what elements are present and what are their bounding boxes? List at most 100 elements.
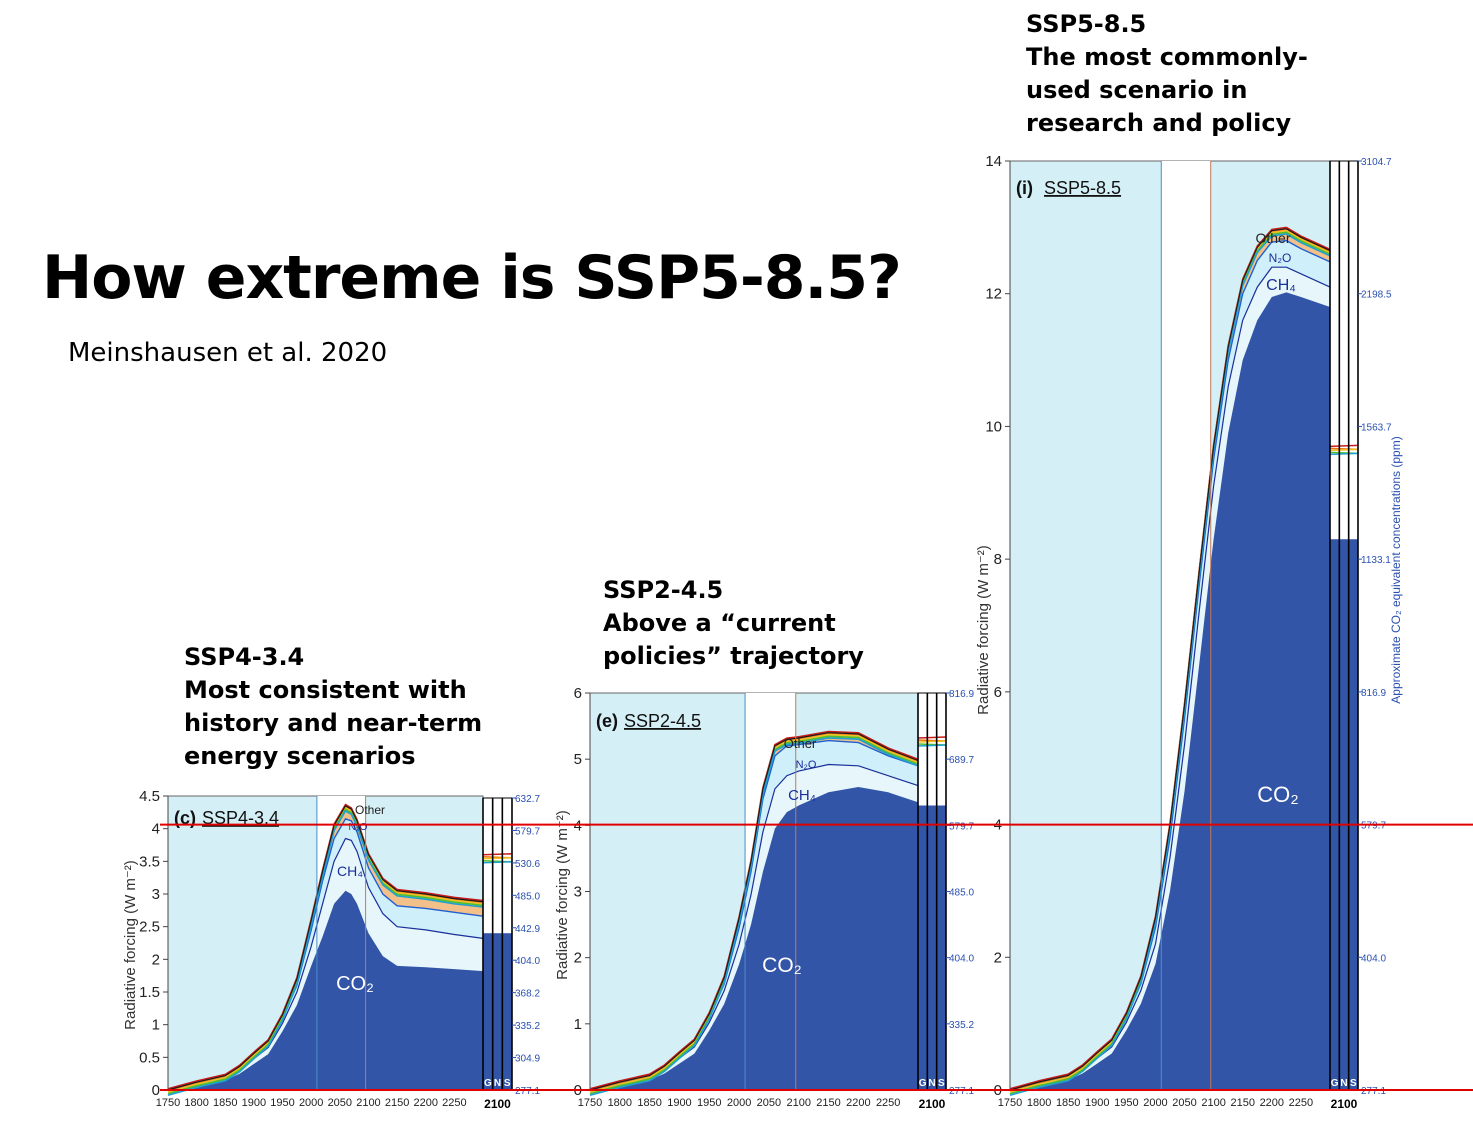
- panel-i-bar-other-line: [1329, 448, 1359, 452]
- panel-e-y-tick-label: 6: [574, 685, 582, 702]
- panel-c-label-ch4: CH₄: [337, 863, 363, 879]
- panel-e-y-tick-label: 3: [574, 884, 582, 901]
- panel-c-ppm-tick-label: 368.2: [515, 989, 540, 1000]
- panel-i-ppm-tick-label: 1563.7: [1361, 422, 1392, 433]
- panel-c-line-total: [167, 804, 484, 1091]
- panel-e-bar-year: 2100: [919, 1097, 946, 1111]
- panel-e-bar-other-line: [917, 736, 947, 739]
- panel-i-y-tick-label: 8: [994, 551, 1002, 568]
- panel-i-x-tick-label: 1800: [1027, 1097, 1051, 1109]
- panel-c-panel-label: (c): [174, 808, 196, 828]
- panel-i-ppm-tick-label: 816.9: [1361, 688, 1386, 699]
- panel-c-bar-label: S: [504, 1078, 511, 1089]
- panel-c-x-tick-label: 2050: [328, 1097, 352, 1109]
- panel-c-ppm-tick-label: 530.6: [515, 859, 540, 870]
- panel-c-x-tick-label: 1800: [184, 1097, 208, 1109]
- panel-i-y-tick-label: 6: [994, 684, 1002, 701]
- panel-e-x-tick-label: 2000: [727, 1097, 751, 1109]
- panel-e-y-axis-title: Radiative forcing (W m⁻²): [554, 810, 571, 980]
- panel-c-y-tick-label: 0.5: [139, 1049, 160, 1066]
- panel-c-y-axis-title: Radiative forcing (W m⁻²): [122, 860, 139, 1030]
- panel-i-label-ch4: CH₄: [1266, 277, 1296, 294]
- panel-i-bar-label: N: [1340, 1078, 1347, 1089]
- panel-e-bar-label: S: [938, 1078, 945, 1089]
- panel-c-x-tick-label: 2250: [442, 1097, 466, 1109]
- panel-c-ppm-tick-label: 485.0: [515, 891, 540, 902]
- panel-e-panel-label: (e): [596, 711, 618, 731]
- panel-e-y-tick-label: 1: [574, 1016, 582, 1033]
- panel-i-x-tick-label: 2200: [1260, 1097, 1284, 1109]
- panel-c-ppm-tick-label: 277.1: [515, 1086, 540, 1097]
- panel-c-bar-label: G: [484, 1078, 492, 1089]
- panel-e-x-tick-label: 2150: [816, 1097, 840, 1109]
- panel-i-ppm-tick-label: 579.7: [1361, 821, 1386, 832]
- caption-line: SSP4-3.4: [184, 643, 305, 671]
- panel-c-x-tick-label: 1850: [213, 1097, 237, 1109]
- panel-c-x-tick-label: 2000: [299, 1097, 323, 1109]
- panel-i-panel-label: (i): [1016, 178, 1033, 198]
- panel-c-y-tick-label: 4.5: [139, 788, 160, 805]
- caption-line: Most consistent with: [184, 676, 467, 704]
- panel-c-area-n2o: [168, 818, 483, 1090]
- panel-i-bar-co2: [1330, 539, 1358, 1090]
- panel-e-ppm-tick-label: 277.1: [949, 1086, 974, 1097]
- panel-e-bar-other-line: [917, 744, 947, 747]
- panel-e-area-co2: [590, 787, 918, 1090]
- panel-c-bar-other-line: [482, 857, 513, 860]
- panel-c-ppm-tick-label: 579.7: [515, 826, 540, 837]
- panel-i-area-co2: [1010, 292, 1330, 1090]
- panel-i-x-tick-label: 1750: [998, 1097, 1022, 1109]
- panel-c-area-ch4: [168, 838, 483, 1090]
- panel-i-ppm-tick-label: 3104.7: [1361, 157, 1392, 168]
- panel-e-bar-label: G: [919, 1078, 927, 1089]
- panel-i-line-total: [1009, 228, 1331, 1091]
- panel-e-x-tick-label: 1950: [697, 1097, 721, 1109]
- panel-i-x-tick-label: 1850: [1056, 1097, 1080, 1109]
- panel-i-x-tick-label: 2250: [1289, 1097, 1313, 1109]
- panel-i-bar-year: 2100: [1331, 1097, 1358, 1111]
- panel-e-x-tick-label: 1900: [667, 1097, 691, 1109]
- panel-i-bar-other-line: [1329, 444, 1359, 448]
- panel-e-x-tick-label: 1750: [578, 1097, 602, 1109]
- panel-e-ppm-tick-label: 579.7: [949, 821, 974, 832]
- panel-i-x-tick-label: 2150: [1230, 1097, 1254, 1109]
- caption-line: research and policy: [1026, 109, 1292, 137]
- panel-i-y-tick-label: 10: [985, 418, 1002, 435]
- panel-e-bar-label: N: [928, 1078, 935, 1089]
- panel-c-x-tick-label: 2200: [413, 1097, 437, 1109]
- panel-e-scenario-label: SSP2-4.5: [624, 711, 701, 731]
- panel-i-scenario-label: SSP5-8.5: [1044, 178, 1121, 198]
- panel-i-label-n2o: N₂O: [1269, 251, 1292, 265]
- panel-c-scenario-label: SSP4-3.4: [202, 808, 279, 828]
- panel-i-bar-other-line: [1329, 452, 1359, 456]
- panel-c-y-tick-label: 3.5: [139, 853, 160, 870]
- panel-e-label-n2o: N₂O: [796, 759, 817, 771]
- panel-e-y-tick-label: 4: [574, 817, 582, 834]
- panel-i-ppm-tick-label: 277.1: [1361, 1086, 1386, 1097]
- panel-i-label-other: Other: [1255, 230, 1290, 246]
- panel-i-y-tick-label: 2: [994, 949, 1002, 966]
- panel-e-ppm-tick-label: 335.2: [949, 1020, 974, 1031]
- panel-c-x-tick-label: 2100: [356, 1097, 380, 1109]
- panel-c-label-co2: CO₂: [336, 973, 374, 995]
- caption-ssp5-85: SSP5-8.5 The most commonly- used scenari…: [1026, 8, 1308, 140]
- slide-title: How extreme is SSP5-8.5?: [42, 243, 902, 313]
- panel-c-y-tick-label: 4: [152, 821, 160, 838]
- caption-line: policies” trajectory: [603, 642, 864, 670]
- panel-c-line-other-component: [167, 809, 484, 1096]
- panel-c-bar-label: N: [494, 1078, 501, 1089]
- panel-i-line-other-component: [1009, 233, 1331, 1096]
- panel-i-label-co2: CO₂: [1257, 782, 1299, 807]
- panel-i-bar-label: G: [1331, 1078, 1339, 1089]
- panel-e-label-other: Other: [784, 736, 817, 751]
- caption-line: The most commonly-: [1026, 43, 1308, 71]
- panel-e-ppm-tick-label: 689.7: [949, 755, 974, 766]
- citation: Meinshausen et al. 2020: [68, 338, 388, 368]
- panel-c-bar-co2: [483, 933, 512, 1090]
- panel-c-label-other: Other: [355, 803, 385, 817]
- panel-c-label-n2o: N₂O: [349, 822, 368, 833]
- panel-i-x-tick-label: 2000: [1143, 1097, 1167, 1109]
- panel-c-bar-year: 2100: [484, 1097, 511, 1111]
- panel-e-bar-other-line: [917, 740, 947, 743]
